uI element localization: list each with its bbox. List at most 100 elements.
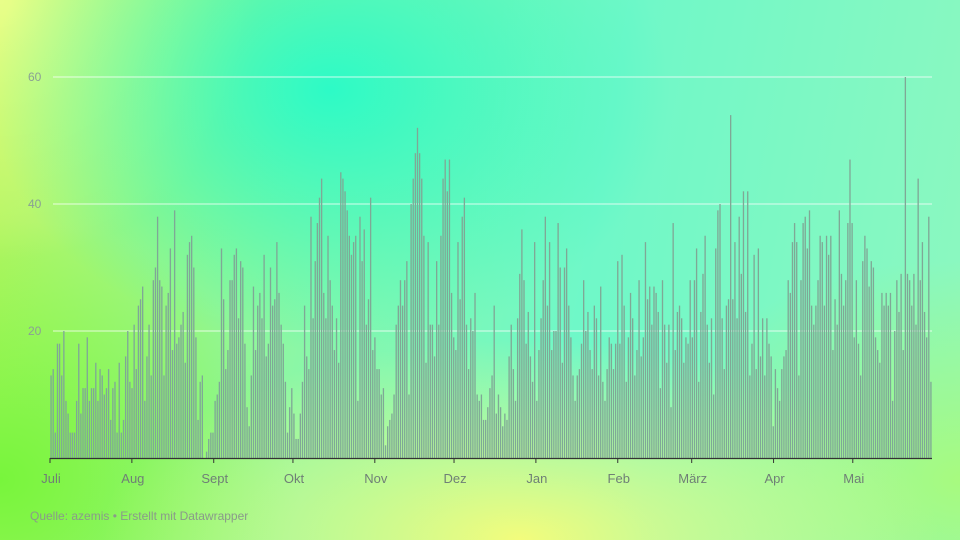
bar xyxy=(222,299,225,458)
bar xyxy=(531,381,534,458)
bar xyxy=(634,375,636,458)
bar xyxy=(764,375,766,458)
bar xyxy=(568,305,570,458)
bar xyxy=(904,77,907,458)
bar xyxy=(779,400,781,458)
bar xyxy=(201,375,203,458)
bar xyxy=(823,305,826,458)
bar xyxy=(759,356,762,458)
bar xyxy=(834,299,836,458)
bar xyxy=(52,369,54,458)
bar xyxy=(248,426,250,458)
bar xyxy=(416,127,419,459)
bar xyxy=(685,337,687,458)
bar xyxy=(702,273,704,458)
bar xyxy=(267,343,270,458)
bar xyxy=(474,292,476,458)
bar xyxy=(301,381,304,458)
bar xyxy=(570,337,572,458)
bar xyxy=(727,299,730,458)
gridlines: 20 40 60 xyxy=(28,70,932,338)
bar xyxy=(825,235,828,458)
bar xyxy=(668,324,670,458)
bar xyxy=(836,324,838,458)
bar xyxy=(254,350,257,458)
bar xyxy=(591,369,593,458)
bar xyxy=(510,324,512,458)
bar xyxy=(597,375,600,458)
bar xyxy=(497,394,500,458)
bar xyxy=(604,400,606,458)
bar xyxy=(710,318,713,458)
bar xyxy=(646,299,649,458)
bar xyxy=(502,426,504,458)
bar xyxy=(395,324,397,458)
bar xyxy=(410,204,412,458)
bar xyxy=(548,242,551,458)
bar xyxy=(523,280,525,458)
bar xyxy=(723,369,725,458)
bar xyxy=(644,242,647,458)
bar xyxy=(188,242,191,458)
bar xyxy=(651,324,653,458)
bar xyxy=(182,311,184,458)
bar xyxy=(412,178,414,458)
bar xyxy=(338,362,340,458)
bar xyxy=(859,375,862,458)
bar xyxy=(808,210,811,458)
bar xyxy=(470,318,472,458)
bar xyxy=(82,388,84,458)
x-tick-label: Apr xyxy=(764,471,785,486)
bar xyxy=(367,299,370,458)
bar xyxy=(761,318,764,458)
bar xyxy=(453,337,455,458)
bar xyxy=(271,305,274,458)
bar xyxy=(565,248,568,458)
bar xyxy=(61,375,63,458)
bar xyxy=(154,267,157,458)
bar xyxy=(93,388,95,458)
bar xyxy=(161,286,163,458)
bar xyxy=(485,419,487,458)
bar xyxy=(813,324,815,458)
bar xyxy=(842,305,845,458)
bar xyxy=(257,305,259,458)
bar xyxy=(210,432,212,458)
bar xyxy=(600,286,602,458)
bar xyxy=(583,280,585,458)
bar xyxy=(340,172,342,458)
bar xyxy=(346,210,348,458)
bar xyxy=(732,299,734,458)
bars xyxy=(50,77,932,459)
bar xyxy=(229,280,231,458)
y-tick-label: 60 xyxy=(28,70,42,84)
bar xyxy=(461,216,463,458)
bar xyxy=(197,419,199,458)
bar xyxy=(915,324,917,458)
bar xyxy=(923,311,926,458)
bar xyxy=(521,229,523,458)
bar xyxy=(872,267,875,458)
bar xyxy=(868,286,870,458)
x-tick-label: Feb xyxy=(608,471,630,486)
bar xyxy=(576,375,578,458)
bar xyxy=(252,286,255,458)
bar xyxy=(553,331,555,458)
bar xyxy=(815,305,817,458)
bar xyxy=(314,261,316,458)
bar xyxy=(849,159,851,459)
bar xyxy=(625,381,627,458)
x-tick-label: Dez xyxy=(443,471,466,486)
bar xyxy=(235,248,238,458)
bar xyxy=(627,337,630,458)
bar xyxy=(218,381,221,458)
bar xyxy=(355,235,357,458)
bar xyxy=(730,115,732,458)
bar xyxy=(246,407,248,458)
bar xyxy=(919,280,921,458)
bar xyxy=(817,280,819,458)
bar xyxy=(851,223,853,458)
bar xyxy=(913,273,915,458)
bar xyxy=(220,248,223,458)
